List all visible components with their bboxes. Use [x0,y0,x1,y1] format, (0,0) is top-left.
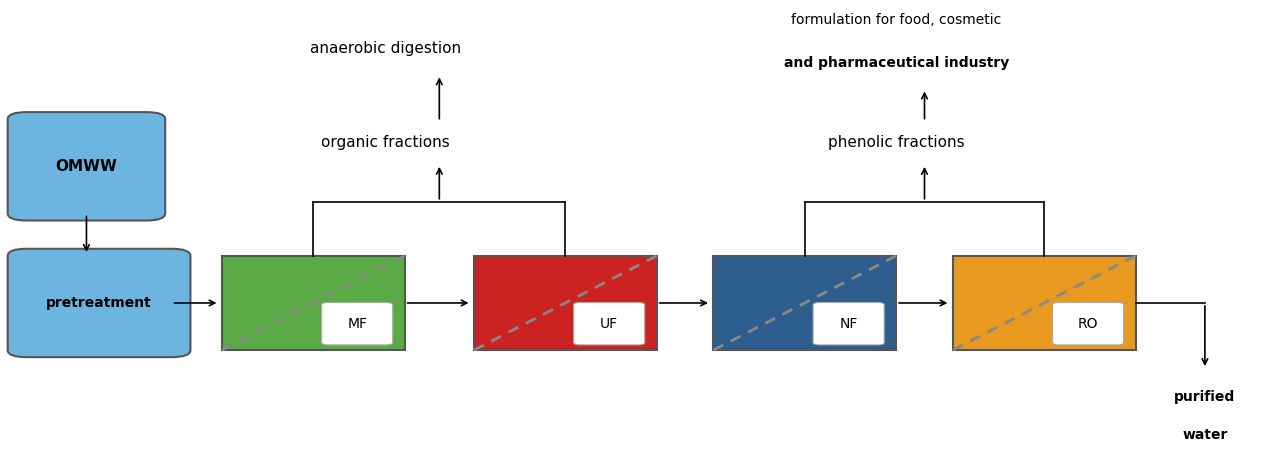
FancyBboxPatch shape [1052,302,1124,345]
Text: OMWW: OMWW [56,159,117,174]
Text: organic fractions: organic fractions [321,135,450,150]
Text: MF: MF [347,317,368,331]
FancyBboxPatch shape [573,302,644,345]
FancyBboxPatch shape [714,256,897,350]
Text: RO: RO [1077,317,1099,331]
FancyBboxPatch shape [474,256,657,350]
Text: formulation for food, cosmetic: formulation for food, cosmetic [791,13,1002,27]
FancyBboxPatch shape [8,249,191,357]
FancyBboxPatch shape [813,302,884,345]
FancyBboxPatch shape [222,256,404,350]
Text: water: water [1182,428,1228,442]
Text: UF: UF [600,317,619,331]
Text: pretreatment: pretreatment [47,296,152,310]
Text: anaerobic digestion: anaerobic digestion [311,41,461,56]
FancyBboxPatch shape [952,256,1135,350]
Text: phenolic fractions: phenolic fractions [827,135,965,150]
Text: purified: purified [1175,390,1235,404]
Text: and pharmaceutical industry: and pharmaceutical industry [783,55,1009,70]
Text: NF: NF [840,317,858,331]
FancyBboxPatch shape [8,112,165,220]
FancyBboxPatch shape [322,302,393,345]
